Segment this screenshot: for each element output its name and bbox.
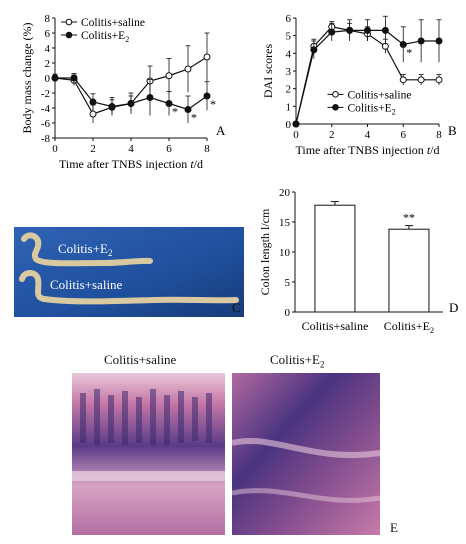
y-tick-label: 4	[45, 43, 51, 55]
y-tick-label: 15	[279, 217, 291, 229]
photo-label-bottom: Colitis+saline	[50, 277, 123, 292]
data-point	[417, 37, 425, 45]
category-label: Colitis+E2	[384, 319, 434, 335]
x-tick-label: 4	[365, 129, 371, 141]
histology-title-right: Colitis+E2	[270, 352, 325, 370]
photo-label-top: Colitis+E2	[58, 241, 112, 258]
data-point	[399, 41, 407, 48]
x-tick-label: 6	[166, 143, 172, 155]
legend-marker	[332, 91, 339, 98]
panel-letter-c: C	[232, 300, 241, 315]
y-tick-label: 5	[286, 31, 292, 43]
data-point	[165, 72, 173, 80]
data-point	[203, 92, 211, 100]
legend-label: Colitis+saline	[81, 17, 145, 29]
data-point	[146, 94, 154, 101]
chart-d: 0 5 10 15 20 Colon length l/cm Colitis+saline C…	[258, 187, 458, 335]
y-tick-label: -2	[41, 88, 50, 100]
y-axis-title: Body mass change (%)	[20, 23, 34, 134]
colon-specimen-top	[21, 232, 153, 267]
significance-mark: *	[191, 111, 197, 125]
y-tick-label: 6	[45, 28, 51, 40]
x-tick-label: 0	[52, 143, 58, 155]
colon-photo-image: Colitis+E2 Colitis+saline	[14, 227, 244, 317]
panel-letter-e: E	[390, 520, 398, 535]
y-tick-label: 1	[286, 101, 292, 113]
panel-letter-a: A	[216, 123, 226, 138]
data-point	[203, 53, 211, 61]
y-tick-label: -6	[41, 118, 51, 130]
bar	[388, 228, 430, 313]
y-tick-label: 2	[45, 58, 51, 70]
significance-mark: *	[172, 105, 178, 119]
y-tick-label: 8	[45, 13, 51, 25]
y-tick-label: 10	[279, 247, 291, 259]
legend-label: Colitis+E2	[347, 102, 395, 116]
panel-letter-b: B	[448, 123, 457, 138]
colon-photo: Colitis+E2 Colitis+saline	[14, 227, 244, 317]
x-tick-label: 0	[293, 129, 299, 141]
significance-mark: *	[406, 46, 412, 60]
x-tick-label: 6	[401, 129, 407, 141]
data-point	[417, 76, 425, 84]
x-axis-title: Time after TNBS injection t/d	[295, 143, 439, 157]
x-tick-label: 8	[204, 143, 210, 155]
y-tick-label: 0	[45, 73, 51, 85]
legend-label: Colitis+saline	[347, 89, 411, 101]
data-point	[435, 37, 443, 45]
histology-image-left	[72, 373, 225, 535]
category-label: Colitis+saline	[302, 319, 369, 333]
y-tick-label: 4	[286, 48, 292, 60]
data-point	[51, 74, 59, 82]
panel-letter-d: D	[449, 300, 458, 315]
x-tick-label: 8	[436, 129, 442, 141]
legend-marker	[332, 104, 339, 111]
colon-specimen-bottom	[19, 270, 239, 305]
legend-marker	[65, 31, 73, 39]
y-tick-label: -4	[41, 103, 51, 115]
data-point	[310, 46, 318, 54]
x-tick-label: 4	[128, 143, 134, 155]
data-point	[165, 100, 173, 107]
legend-label: Colitis+E2	[81, 30, 129, 44]
data-point	[89, 98, 97, 106]
data-point	[364, 26, 371, 34]
x-axis-title: Time after TNBS injection t/d	[59, 157, 203, 170]
chart-b: 0 1 2 3 4 5 6 0 2 4 6 8 DAI scores Time after TNBS in…	[261, 13, 457, 157]
data-point	[328, 28, 336, 36]
histology-title-left: Colitis+saline	[104, 352, 177, 367]
y-tick-label: 0	[286, 119, 292, 131]
data-point	[381, 26, 389, 34]
significance-mark: **	[403, 211, 415, 225]
x-tick-label: 2	[329, 129, 335, 141]
y-tick-label: 3	[286, 66, 292, 78]
data-point	[292, 120, 300, 128]
significance-mark: *	[210, 97, 216, 111]
data-point	[399, 76, 407, 84]
y-tick-label: 2	[286, 84, 292, 96]
data-point	[435, 76, 443, 84]
legend-marker	[65, 18, 73, 26]
y-tick-label: 0	[285, 307, 291, 319]
data-point	[184, 65, 192, 73]
x-tick-label: 2	[90, 143, 96, 155]
bar	[314, 204, 356, 313]
data-point	[89, 110, 97, 118]
y-axis-title: DAI scores	[261, 44, 275, 99]
data-point	[184, 106, 192, 113]
y-tick-label: -8	[41, 133, 51, 145]
data-point	[70, 74, 78, 82]
data-point	[108, 103, 116, 110]
y-tick-label: 5	[285, 277, 291, 289]
histology-image-right	[232, 373, 380, 535]
data-point	[127, 100, 135, 107]
y-tick-label: 6	[286, 13, 292, 25]
data-point	[346, 26, 354, 34]
y-tick-label: 20	[279, 187, 291, 199]
y-axis-title: Colon length l/cm	[258, 208, 272, 295]
